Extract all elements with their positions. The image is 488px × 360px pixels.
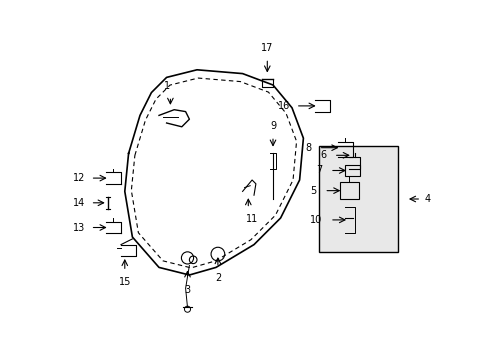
Text: 17: 17 (261, 44, 273, 53)
Text: 8: 8 (304, 143, 310, 153)
Text: 2: 2 (214, 273, 221, 283)
Text: 4: 4 (424, 194, 430, 204)
Text: 5: 5 (310, 186, 316, 195)
Text: 13: 13 (73, 222, 85, 233)
Text: 6: 6 (320, 150, 325, 160)
Text: 12: 12 (72, 173, 85, 183)
Text: 9: 9 (269, 121, 276, 131)
Text: 16: 16 (277, 101, 289, 111)
Bar (345, 165, 360, 176)
Text: 1: 1 (163, 81, 169, 91)
Text: 14: 14 (73, 198, 85, 208)
Text: 7: 7 (316, 166, 322, 175)
Text: 3: 3 (184, 284, 190, 294)
Text: 10: 10 (309, 215, 322, 225)
Text: 15: 15 (119, 277, 131, 287)
FancyBboxPatch shape (318, 146, 398, 252)
Bar (339, 182, 358, 199)
Text: 11: 11 (245, 214, 258, 224)
